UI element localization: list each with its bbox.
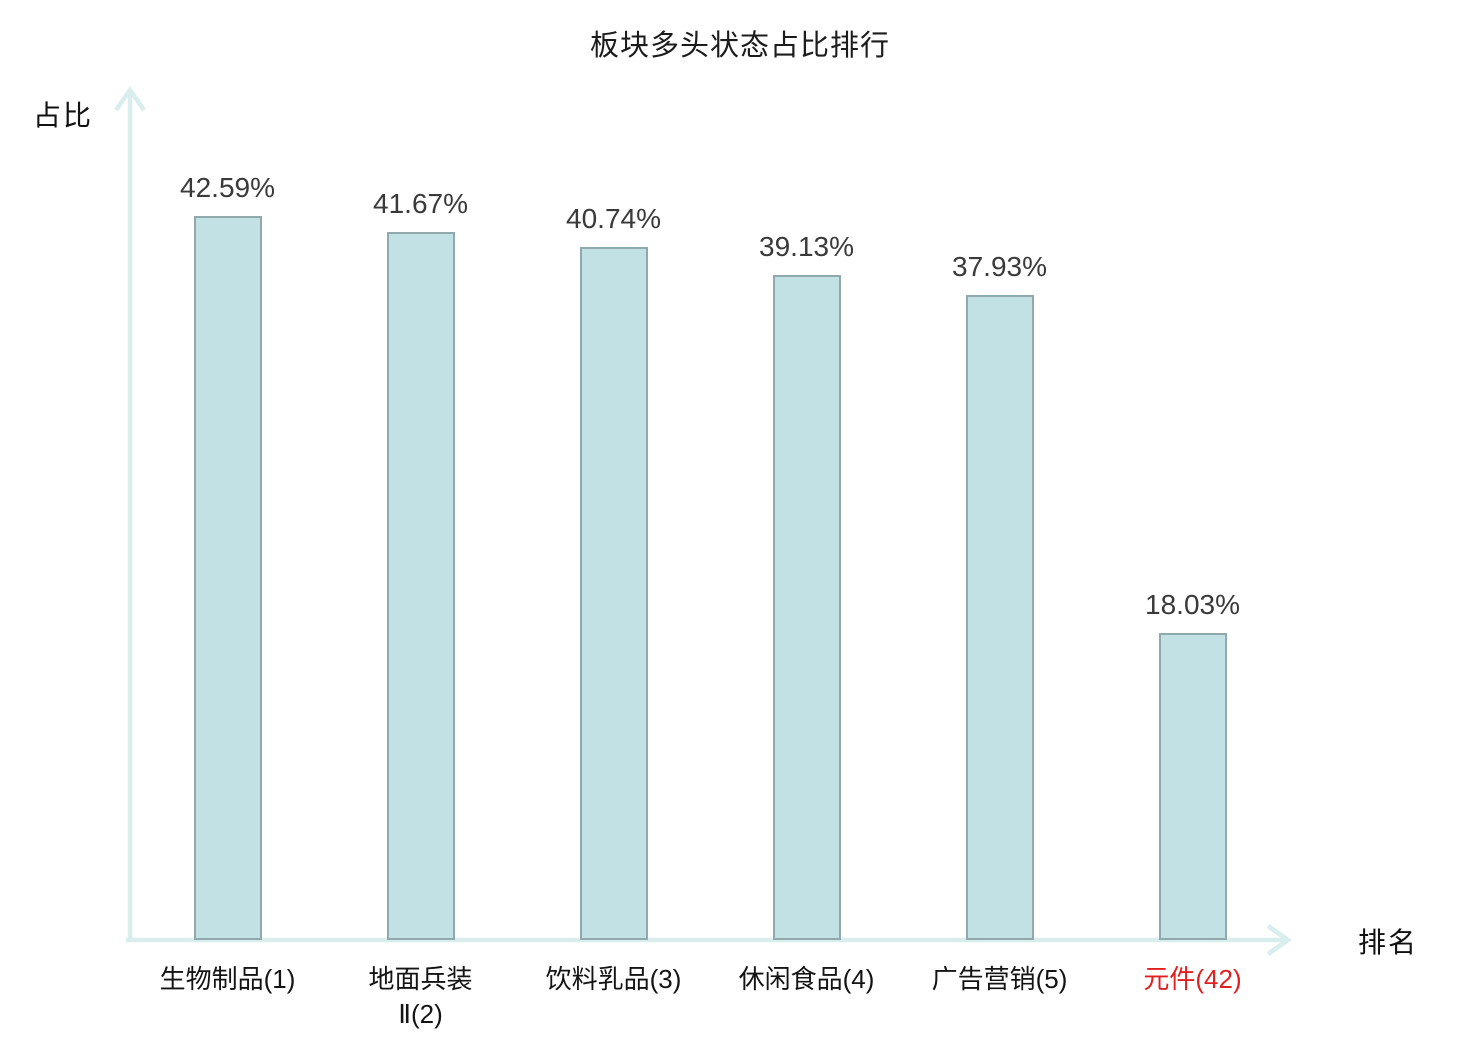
category-label: 广告营销(5)	[931, 964, 1068, 994]
category-label: 饮料乳品(3)	[545, 964, 682, 994]
bar	[965, 295, 1034, 940]
category-label: 元件(42)	[1143, 964, 1242, 994]
y-axis-arrow-icon	[114, 86, 146, 112]
bar	[193, 216, 262, 940]
x-axis-label: 排名	[1358, 927, 1419, 958]
bar	[1158, 633, 1227, 940]
bar	[579, 247, 648, 940]
bar-value-label: 42.59%	[180, 172, 275, 203]
category-label: 地面兵装 Ⅱ(2)	[368, 964, 473, 1029]
bar	[386, 232, 455, 940]
category-label: 休闲食品(4)	[738, 964, 875, 994]
bar	[772, 275, 841, 940]
x-axis-arrow-icon	[1266, 924, 1292, 956]
bar-value-label: 18.03%	[1145, 589, 1240, 620]
chart-title: 板块多头状态占比排行	[589, 30, 890, 62]
category-label: 生物制品(1)	[159, 964, 296, 994]
y-axis-label: 占比	[33, 100, 94, 131]
bar-value-label: 39.13%	[759, 231, 854, 262]
bar-value-label: 41.67%	[373, 188, 468, 219]
bar-value-label: 37.93%	[952, 251, 1047, 282]
bar-value-label: 40.74%	[566, 203, 661, 234]
